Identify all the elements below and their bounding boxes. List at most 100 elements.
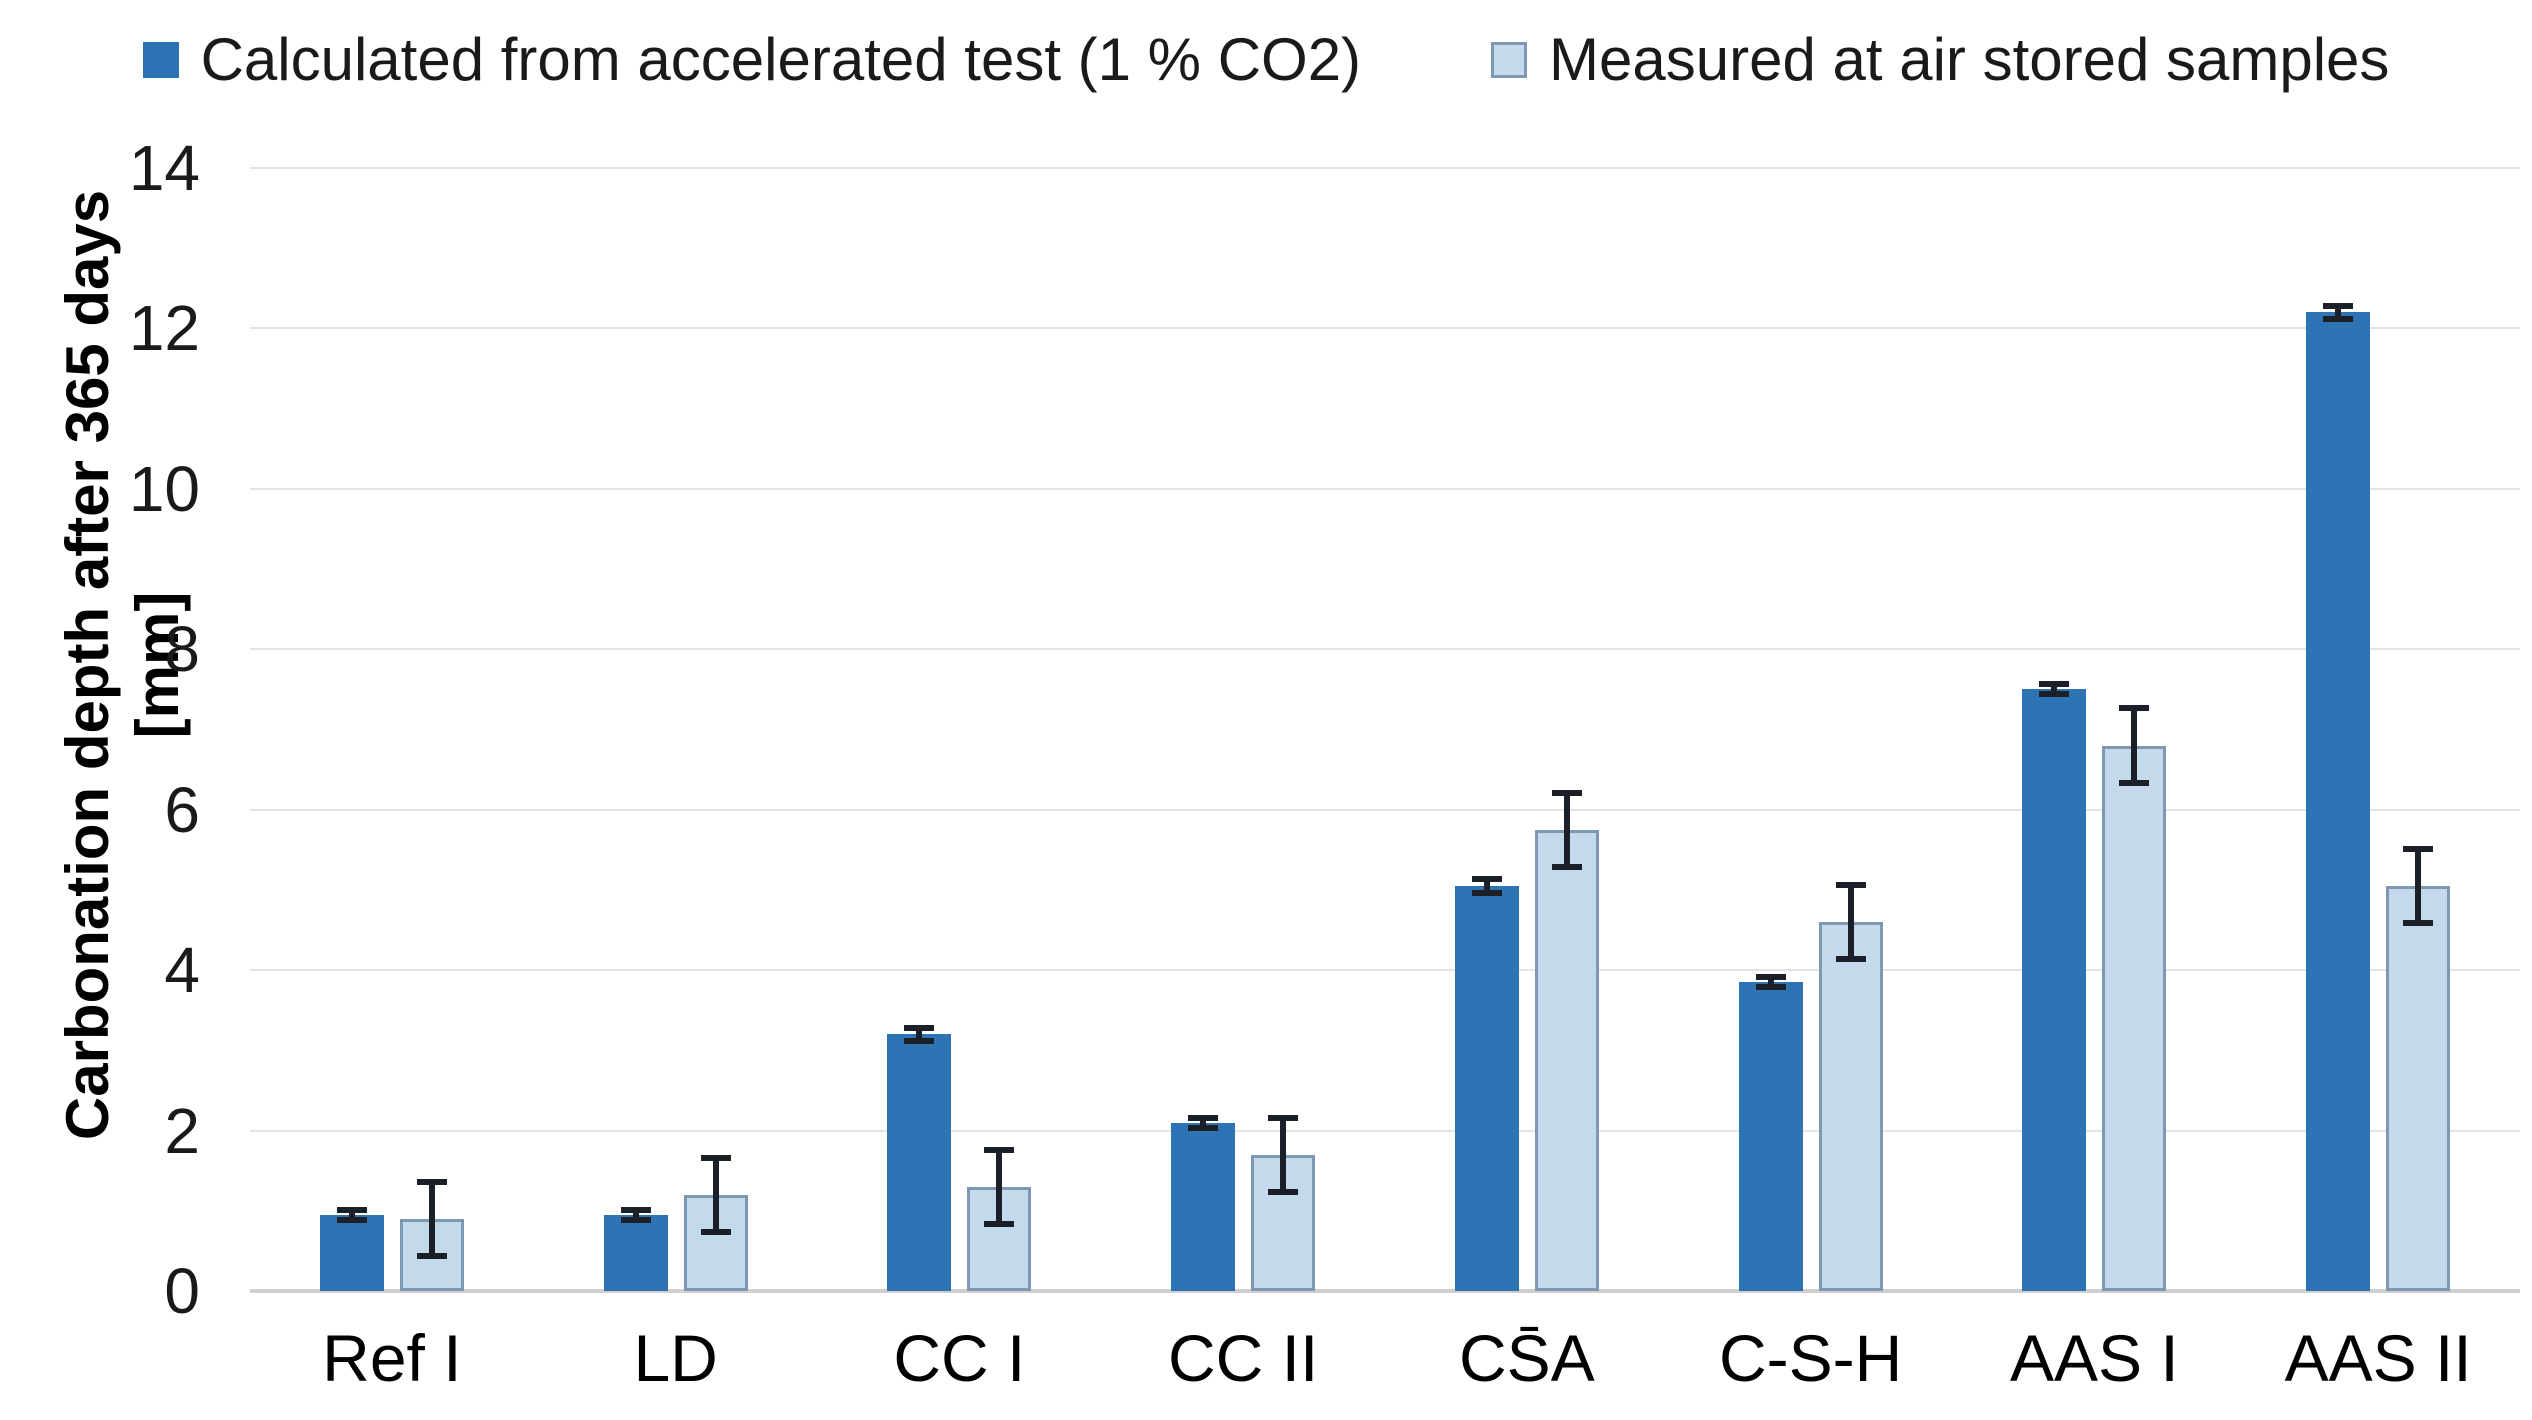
- x-category-label: CS̄A: [1459, 1321, 1595, 1395]
- bar-calculated-cc-i: [887, 1034, 952, 1291]
- y-tick-label: 4: [164, 934, 200, 1007]
- legend-item-calculated: Calculated from accelerated test (1 % CO…: [142, 26, 1362, 93]
- gridline: [250, 808, 2520, 811]
- error-bar-cap: [620, 1216, 651, 1223]
- gridline: [250, 167, 2520, 169]
- bar-calculated-c-s-h: [1738, 982, 1803, 1291]
- error-bar: [2039, 681, 2070, 698]
- gridline: [250, 969, 2520, 972]
- y-tick-label: 8: [164, 613, 200, 686]
- error-bar-cap: [700, 1228, 731, 1235]
- error-bar-line: [1280, 1114, 1287, 1195]
- error-bar: [1755, 974, 1786, 991]
- legend-swatch-calculated-icon: [142, 42, 179, 78]
- error-bar: [336, 1206, 367, 1223]
- bar-measured-cs-a: [1534, 829, 1599, 1291]
- legend-swatch-measured-icon: [1491, 42, 1528, 78]
- error-bar-line: [1847, 881, 1854, 963]
- bar-measured-aas-ii: [2386, 885, 2451, 1291]
- error-bar: [1471, 876, 1502, 896]
- error-bar: [700, 1154, 731, 1235]
- error-bar-line: [2131, 705, 2138, 786]
- error-bar-cap: [2039, 681, 2070, 688]
- gridline: [250, 648, 2520, 651]
- gridline: [250, 487, 2520, 490]
- x-category-label: CC I: [893, 1321, 1026, 1395]
- error-bar-line: [348, 1206, 355, 1223]
- error-bar: [1268, 1114, 1299, 1195]
- bar-group-ref-i: [250, 168, 534, 1291]
- error-bar-cap: [1471, 889, 1502, 896]
- error-bar-cap: [2403, 920, 2434, 927]
- error-bar-cap: [1268, 1114, 1299, 1121]
- error-bar-cap: [336, 1216, 367, 1223]
- error-bar-cap: [1551, 789, 1582, 796]
- error-bar: [2403, 845, 2434, 927]
- error-bar-cap: [2039, 691, 2070, 698]
- error-bar-line: [1767, 974, 1774, 991]
- x-category-label: LD: [633, 1321, 718, 1395]
- error-bar-cap: [2323, 316, 2354, 323]
- error-bar-line: [2415, 845, 2422, 927]
- bar-measured-c-s-h: [1818, 922, 1883, 1291]
- y-tick-label: 14: [128, 132, 200, 204]
- error-bar-line: [2051, 681, 2058, 698]
- x-category-label: C-S-H: [1718, 1321, 1903, 1395]
- y-tick-label: 6: [164, 773, 200, 846]
- error-bar: [1835, 881, 1866, 963]
- error-bar-line: [632, 1206, 639, 1223]
- x-category-label: AAS I: [2010, 1321, 2179, 1395]
- bar-group-aas-ii: [2236, 168, 2520, 1291]
- bar-calculated-cc-ii: [1171, 1122, 1236, 1291]
- error-bar-cap: [2403, 845, 2434, 852]
- error-bar-cap: [2119, 779, 2150, 786]
- error-bar: [984, 1146, 1015, 1227]
- bar-calculated-ld: [603, 1214, 668, 1291]
- y-tick-label: 12: [128, 292, 200, 365]
- error-bar: [620, 1206, 651, 1223]
- legend-label-calculated: Calculated from accelerated test (1 % CO…: [200, 26, 1362, 93]
- legend-label-measured: Measured at air stored samples: [1549, 26, 2390, 93]
- error-bar-cap: [1188, 1114, 1219, 1121]
- error-bar-cap: [904, 1037, 935, 1044]
- bar-group-ld: [534, 168, 818, 1291]
- bar-group-c-s-h: [1669, 168, 1953, 1291]
- error-bar-cap: [2119, 705, 2150, 712]
- bar-calculated-cs-a: [1454, 885, 1519, 1291]
- error-bar: [1551, 789, 1582, 870]
- error-bar-cap: [1755, 974, 1786, 981]
- x-category-label: AAS II: [2284, 1321, 2472, 1395]
- error-bar-cap: [620, 1206, 651, 1213]
- error-bar: [2119, 705, 2150, 786]
- gridline: [250, 327, 2520, 330]
- error-bar-cap: [1188, 1124, 1219, 1131]
- error-bar-line: [1200, 1114, 1207, 1131]
- error-bar: [416, 1178, 447, 1259]
- error-bar-line: [712, 1154, 719, 1235]
- error-bar-cap: [984, 1146, 1015, 1153]
- error-bar-cap: [700, 1154, 731, 1161]
- bar-calculated-ref-i: [319, 1214, 384, 1291]
- x-category-label: CC II: [1167, 1321, 1319, 1395]
- error-bar-line: [2335, 302, 2342, 323]
- error-bar-cap: [1755, 984, 1786, 991]
- bar-group-cs-a: [1385, 168, 1669, 1291]
- error-bar: [2323, 302, 2354, 323]
- error-bar-line: [916, 1024, 923, 1044]
- bar-group-cc-ii: [1101, 168, 1385, 1291]
- error-bar-cap: [1268, 1188, 1299, 1195]
- error-bar-cap: [1551, 863, 1582, 870]
- bar-measured-aas-i: [2102, 745, 2167, 1291]
- y-tick-label: 10: [128, 452, 200, 525]
- error-bar-line: [1563, 789, 1570, 870]
- bar-group-aas-i: [1953, 168, 2237, 1291]
- plot-area: [250, 167, 2520, 1293]
- error-bar-cap: [904, 1024, 935, 1031]
- error-bar-cap: [1835, 956, 1866, 963]
- error-bar: [904, 1024, 935, 1044]
- error-bar: [1188, 1114, 1219, 1131]
- error-bar-line: [1483, 876, 1490, 896]
- error-bar-cap: [2323, 302, 2354, 309]
- bar-calculated-aas-ii: [2306, 312, 2371, 1291]
